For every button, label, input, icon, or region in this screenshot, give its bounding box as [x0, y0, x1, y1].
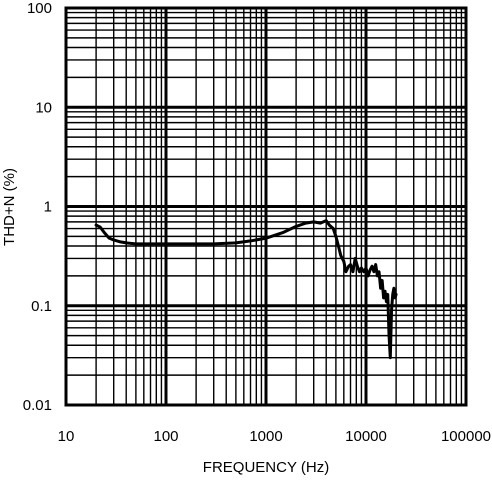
x-tick-label: 10000 — [345, 428, 387, 445]
x-axis-label: FREQUENCY (Hz) — [203, 459, 329, 476]
y-axis-label: THD+N (%) — [1, 168, 18, 246]
thd-series-line — [94, 219, 398, 360]
x-tick-label: 1000 — [249, 428, 282, 445]
plot-frame — [64, 6, 468, 407]
y-tick-label: 1 — [44, 199, 52, 216]
x-tick-labels: 10 100 1000 10000 100000 — [58, 428, 491, 445]
y-tick-label: 0.01 — [23, 397, 52, 414]
x-tick-label: 100000 — [441, 428, 491, 445]
y-tick-label: 100 — [27, 0, 52, 17]
x-tick-label: 100 — [153, 428, 178, 445]
y-tick-labels: 100 10 1 0.1 0.01 — [23, 0, 52, 414]
x-tick-label: 10 — [58, 428, 75, 445]
y-tick-label: 10 — [35, 99, 52, 116]
y-tick-label: 0.1 — [31, 298, 52, 315]
